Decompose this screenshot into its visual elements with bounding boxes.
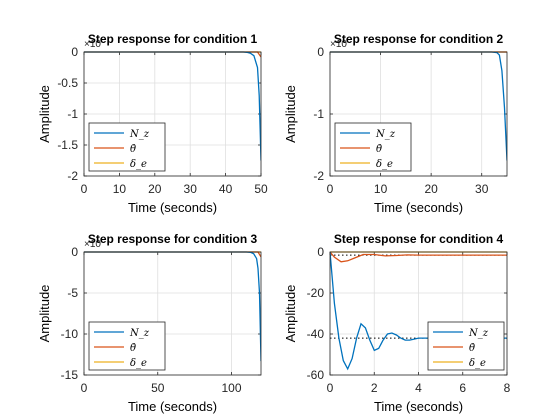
y-tick-label: 0 xyxy=(317,45,324,59)
y-tick-label: -0.5 xyxy=(57,76,78,90)
y-tick-label: -60 xyxy=(307,368,325,382)
subplot-title: Step response for condition 1 xyxy=(88,32,258,46)
x-tick-label: 50 xyxy=(151,381,165,395)
y-tick-label: -10 xyxy=(61,327,79,341)
legend: N_z θ̇ δ_e xyxy=(88,122,166,172)
legend: N_z θ̇ δ_e xyxy=(427,321,505,371)
y-axis-label: Amplitude xyxy=(37,85,52,143)
legend-entry: θ̇ xyxy=(130,343,136,354)
legend-box xyxy=(88,122,166,172)
legend-entry: N_z xyxy=(375,129,396,140)
x-tick-label: 6 xyxy=(459,381,466,395)
subplot-title: Step response for condition 4 xyxy=(334,232,504,246)
x-tick-label: 8 xyxy=(504,381,511,395)
x-tick-label: 4 xyxy=(415,381,422,395)
exponent-label: ×10 xyxy=(330,39,347,50)
legend-entry: θ̇ xyxy=(376,144,382,155)
legend-entry: δ_e xyxy=(130,159,147,170)
legend-entry: N_z xyxy=(129,129,150,140)
y-tick-label: -1.5 xyxy=(57,138,78,152)
subplot-4: 0 2 4 6 8 0 -20 -40 -60 Step response for conditi… xyxy=(283,232,511,414)
legend-box xyxy=(427,321,505,371)
y-axis-label: Amplitude xyxy=(283,285,298,343)
y-tick-label: 0 xyxy=(317,245,324,259)
x-axis-label: Time (seconds) xyxy=(374,200,463,215)
axes-frame xyxy=(329,251,508,376)
y-tick-label: 0 xyxy=(71,245,78,259)
axes-frame xyxy=(83,51,262,177)
series-line-2 xyxy=(330,251,507,263)
y-tick-label: 0 xyxy=(71,45,78,59)
exponent-label: ×10 xyxy=(84,239,101,250)
y-tick-label: -2 xyxy=(67,169,78,183)
legend-entry: δ_e xyxy=(469,358,486,369)
exponent-label: ×10 xyxy=(84,39,101,50)
subplot-title: Step response for condition 3 xyxy=(88,232,258,246)
x-axis-label: Time (seconds) xyxy=(128,200,217,215)
x-tick-label: 20 xyxy=(424,182,438,196)
y-axis-label: Amplitude xyxy=(37,285,52,343)
x-tick-label: 30 xyxy=(184,182,198,196)
y-tick-label: -1 xyxy=(313,107,324,121)
legend-box xyxy=(334,122,412,172)
x-tick-label: 0 xyxy=(81,381,88,395)
legend-entry: θ̇ xyxy=(469,343,475,354)
x-tick-label: 0 xyxy=(81,182,88,196)
x-tick-label: 0 xyxy=(327,381,334,395)
x-tick-label: 2 xyxy=(371,381,378,395)
y-axis-label: Amplitude xyxy=(283,85,298,143)
x-axis-label: Time (seconds) xyxy=(128,399,217,414)
y-tick-label: -1 xyxy=(67,107,78,121)
legend-entry: δ_e xyxy=(130,358,147,369)
x-tick-label: 20 xyxy=(148,182,162,196)
y-tick-label: -20 xyxy=(307,286,325,300)
y-tick-label: -2 xyxy=(313,169,324,183)
legend-entry: δ_e xyxy=(376,159,393,170)
x-axis-label: Time (seconds) xyxy=(374,399,463,414)
x-tick-label: 10 xyxy=(374,182,388,196)
y-tick-label: -15 xyxy=(61,368,79,382)
x-tick-label: 10 xyxy=(113,182,127,196)
x-tick-label: 0 xyxy=(327,182,334,196)
legend-box xyxy=(88,321,166,371)
legend: N_z θ̇ δ_e xyxy=(334,122,412,172)
legend-entry: N_z xyxy=(468,328,489,339)
legend-entry: θ̇ xyxy=(130,144,136,155)
legend-entry: N_z xyxy=(129,328,150,339)
x-tick-label: 100 xyxy=(221,381,241,395)
series-line-1 xyxy=(330,251,507,371)
y-tick-label: -5 xyxy=(67,286,78,300)
x-tick-label: 40 xyxy=(219,182,233,196)
subplot-title: Step response for condition 2 xyxy=(334,32,504,46)
x-tick-label: 50 xyxy=(254,182,268,196)
axes-frame xyxy=(329,51,508,177)
axes-frame xyxy=(83,251,262,376)
legend: N_z θ̇ δ_e xyxy=(88,321,166,371)
y-tick-label: -40 xyxy=(307,327,325,341)
x-tick-label: 30 xyxy=(475,182,489,196)
